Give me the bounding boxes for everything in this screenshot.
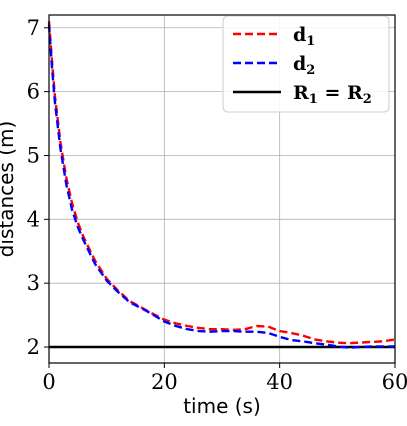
plot-frame	[48, 14, 396, 364]
x-tick-label: 0	[42, 370, 55, 394]
y-tick-label: 2	[27, 335, 40, 359]
y-tick-label: 6	[27, 80, 40, 104]
x-tick-label: 40	[266, 370, 293, 394]
series-lines	[47, 21, 396, 349]
y-tick-label: 3	[27, 271, 40, 295]
y-tick-label: 4	[27, 207, 40, 231]
legend: d1 d2 R1 = R2	[222, 15, 390, 113]
x-tick-label: 20	[151, 370, 178, 394]
x-axis-label: time (s)	[183, 394, 261, 418]
legend-box	[222, 15, 390, 113]
y-tick-label: 5	[27, 143, 40, 167]
x-tick-label: 60	[382, 370, 407, 394]
y-axis-label: distances (m)	[0, 121, 18, 258]
series-line-1	[47, 21, 396, 345]
legend-label-2: d2	[293, 53, 315, 78]
series-line-2	[47, 24, 395, 349]
y-tick-label: 7	[27, 16, 40, 40]
axis-ticks: 0 20 40 60 2 3 4 5 6 7	[27, 16, 407, 394]
legend-label-3: R1 = R2	[293, 82, 372, 107]
legend-label-1: d1	[293, 24, 315, 49]
